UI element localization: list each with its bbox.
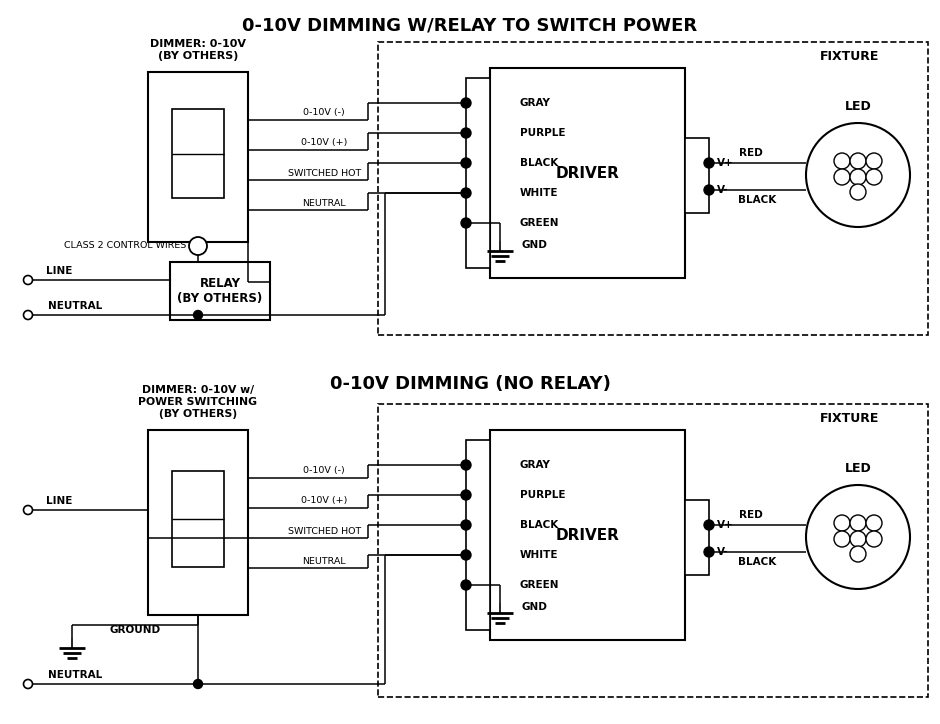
Circle shape — [461, 158, 471, 168]
Bar — [466, 440, 490, 630]
Text: WHITE: WHITE — [520, 550, 558, 560]
Circle shape — [705, 159, 713, 167]
Circle shape — [705, 521, 713, 529]
Bar — [466, 78, 490, 268]
Circle shape — [189, 237, 207, 255]
Text: DRIVER: DRIVER — [556, 166, 619, 180]
Bar — [148, 430, 248, 615]
Text: GRAY: GRAY — [520, 460, 551, 470]
Circle shape — [461, 128, 471, 138]
Text: V+: V+ — [717, 520, 734, 530]
Text: DIMMER: 0-10V
(BY OTHERS): DIMMER: 0-10V (BY OTHERS) — [150, 39, 246, 61]
Text: NEUTRAL: NEUTRAL — [48, 301, 102, 311]
Text: BLACK: BLACK — [520, 158, 558, 168]
Circle shape — [704, 547, 714, 557]
Bar — [685, 138, 709, 213]
Bar — [490, 68, 685, 278]
Circle shape — [461, 490, 471, 500]
Circle shape — [705, 548, 713, 556]
Text: PURPLE: PURPLE — [520, 490, 566, 500]
Text: RELAY
(BY OTHERS): RELAY (BY OTHERS) — [178, 277, 262, 305]
Text: GND: GND — [522, 602, 548, 612]
Bar — [685, 500, 709, 575]
Circle shape — [806, 123, 910, 227]
Circle shape — [834, 169, 850, 185]
Circle shape — [461, 98, 471, 108]
Text: PURPLE: PURPLE — [520, 128, 566, 138]
Text: LINE: LINE — [46, 266, 72, 276]
Bar — [378, 404, 928, 697]
Text: SWITCHED HOT: SWITCHED HOT — [288, 169, 361, 177]
Circle shape — [834, 515, 850, 531]
Circle shape — [24, 680, 33, 689]
Text: 0-10V DIMMING W/RELAY TO SWITCH POWER: 0-10V DIMMING W/RELAY TO SWITCH POWER — [243, 16, 697, 34]
Circle shape — [806, 485, 910, 589]
Text: RED: RED — [739, 148, 763, 158]
Circle shape — [461, 460, 471, 470]
Circle shape — [834, 153, 850, 169]
Circle shape — [24, 276, 33, 285]
Circle shape — [461, 218, 471, 228]
Bar — [172, 471, 224, 567]
Circle shape — [24, 311, 33, 319]
Circle shape — [850, 169, 866, 185]
Text: 0-10V (-): 0-10V (-) — [304, 109, 345, 117]
Text: LED: LED — [845, 463, 871, 476]
Circle shape — [850, 184, 866, 200]
Bar — [172, 109, 224, 198]
Text: NEUTRAL: NEUTRAL — [48, 670, 102, 680]
Text: BLACK: BLACK — [738, 557, 776, 567]
Text: DIMMER: 0-10V w/
POWER SWITCHING
(BY OTHERS): DIMMER: 0-10V w/ POWER SWITCHING (BY OTH… — [138, 385, 258, 418]
Text: LINE: LINE — [46, 496, 72, 506]
Bar — [170, 262, 270, 320]
Circle shape — [850, 531, 866, 547]
Text: GRAY: GRAY — [520, 98, 551, 108]
Circle shape — [850, 546, 866, 562]
Text: LED: LED — [845, 101, 871, 114]
Circle shape — [461, 550, 471, 560]
Circle shape — [194, 680, 202, 689]
Text: 0-10V (+): 0-10V (+) — [301, 497, 348, 505]
Circle shape — [194, 311, 202, 319]
Bar — [490, 430, 685, 640]
Text: WHITE: WHITE — [520, 188, 558, 198]
Circle shape — [704, 520, 714, 530]
Circle shape — [704, 185, 714, 195]
Text: 0-10V DIMMING (NO RELAY): 0-10V DIMMING (NO RELAY) — [330, 375, 610, 393]
Circle shape — [866, 169, 882, 185]
Circle shape — [461, 580, 471, 590]
Bar — [148, 72, 248, 242]
Text: RED: RED — [739, 510, 763, 520]
Text: GREEN: GREEN — [520, 580, 559, 590]
Bar — [378, 42, 928, 335]
Circle shape — [834, 531, 850, 547]
Text: V-: V- — [717, 185, 728, 195]
Circle shape — [461, 188, 471, 198]
Circle shape — [850, 515, 866, 531]
Text: DRIVER: DRIVER — [556, 528, 619, 542]
Text: BLACK: BLACK — [738, 195, 776, 205]
Circle shape — [866, 153, 882, 169]
Text: 0-10V (-): 0-10V (-) — [304, 466, 345, 476]
Text: BLACK: BLACK — [520, 520, 558, 530]
Text: GND: GND — [522, 240, 548, 250]
Text: GREEN: GREEN — [520, 218, 559, 228]
Circle shape — [461, 520, 471, 530]
Text: FIXTURE: FIXTURE — [821, 49, 880, 62]
Text: NEUTRAL: NEUTRAL — [303, 557, 346, 565]
Circle shape — [866, 515, 882, 531]
Circle shape — [24, 505, 33, 515]
Text: V+: V+ — [717, 158, 734, 168]
Text: 0-10V (+): 0-10V (+) — [301, 138, 348, 148]
Circle shape — [850, 153, 866, 169]
Circle shape — [866, 531, 882, 547]
Text: SWITCHED HOT: SWITCHED HOT — [288, 526, 361, 536]
Circle shape — [704, 158, 714, 168]
Text: V-: V- — [717, 547, 728, 557]
Text: GROUND: GROUND — [110, 625, 161, 635]
Text: CLASS 2 CONTROL WIRES: CLASS 2 CONTROL WIRES — [64, 242, 186, 251]
Text: NEUTRAL: NEUTRAL — [303, 198, 346, 208]
Circle shape — [705, 186, 713, 194]
Text: FIXTURE: FIXTURE — [821, 411, 880, 424]
